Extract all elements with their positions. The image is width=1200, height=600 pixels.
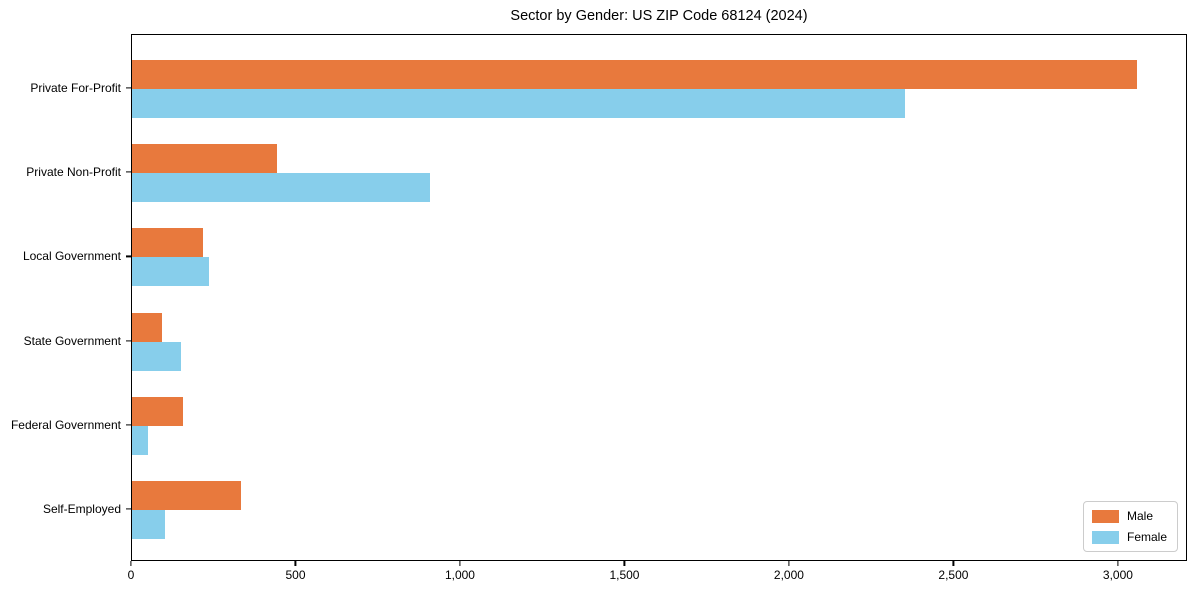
x-axis-tick-label: 0 — [127, 568, 135, 582]
chart-title: Sector by Gender: US ZIP Code 68124 (202… — [510, 8, 808, 24]
y-axis-label: Federal Government — [10, 417, 121, 432]
y-axis-label: Private Non-Profit — [26, 165, 121, 180]
bar-female-1 — [132, 89, 906, 118]
x-axis-tick-label: 2,500 — [938, 568, 969, 582]
x-axis-tick-label: 1,500 — [609, 568, 640, 582]
x-axis-tick — [788, 561, 790, 566]
y-axis-tick — [126, 340, 131, 342]
y-axis-tick — [126, 87, 131, 89]
legend-entry-female: Female — [1091, 530, 1167, 544]
x-axis-tick — [623, 561, 626, 566]
bar-female-6 — [132, 510, 165, 539]
y-axis-tick — [126, 255, 131, 257]
y-axis-label: State Government — [23, 333, 121, 348]
bar-male-2 — [132, 144, 277, 174]
x-axis-tick — [1117, 561, 1119, 566]
x-axis-tick — [459, 561, 461, 566]
bar-female-2 — [132, 173, 430, 203]
bar-female-4 — [132, 341, 182, 371]
legend-swatch-male — [1091, 509, 1119, 523]
legend-entry-male: Male — [1091, 509, 1167, 523]
bar-female-5 — [132, 425, 149, 455]
x-axis-tick-label: 3,000 — [1102, 568, 1133, 582]
legend-label-male: Male — [1126, 509, 1153, 523]
bar-male-5 — [132, 396, 183, 426]
x-axis-tick — [130, 561, 132, 566]
bar-male-4 — [132, 312, 162, 342]
bar-female-3 — [132, 257, 210, 287]
y-axis-tick — [126, 424, 131, 426]
x-axis-tick — [294, 561, 297, 566]
x-axis-tick-label: 2,000 — [773, 568, 804, 582]
legend-label-female: Female — [1126, 530, 1167, 544]
x-axis-tick-label: 1,000 — [444, 568, 475, 582]
legend-swatch-female — [1091, 530, 1119, 544]
legend: Male Female — [1082, 501, 1178, 552]
y-axis-tick — [126, 508, 131, 510]
y-axis-label: Local Government — [22, 249, 121, 264]
bar-male-1 — [132, 60, 1137, 89]
bar-male-3 — [132, 228, 203, 258]
x-axis-tick — [952, 561, 955, 566]
bar-male-6 — [132, 481, 241, 510]
plot-area: Male Female — [131, 34, 1187, 561]
y-axis-tick — [126, 171, 131, 173]
y-axis-label: Private For-Profit — [30, 81, 121, 95]
x-axis-tick-label: 500 — [285, 568, 306, 582]
y-axis-label: Self-Employed — [42, 502, 121, 516]
